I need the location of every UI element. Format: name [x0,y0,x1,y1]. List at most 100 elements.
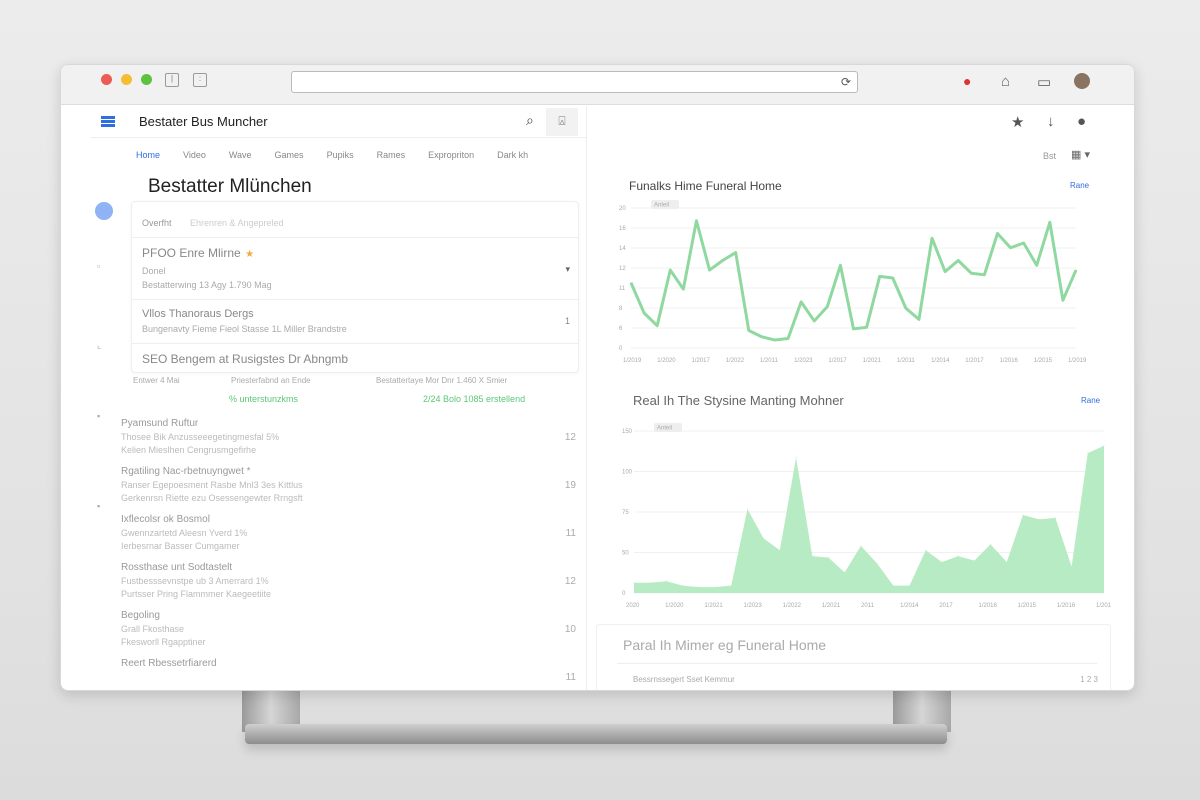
chart-2: Real Ih The Stysine Manting Mohner Rane … [596,381,1111,616]
monitor-screen: | : ⟳ ● ⌂ ▭ Bestater Bus Muncher ⌕ ⍓ ★ ↓… [60,64,1135,691]
hamburger-menu-icon[interactable] [101,116,115,127]
x-tick-label: 1/2017 [965,358,984,364]
tab-games[interactable]: Games [274,150,304,160]
data-point [844,571,846,573]
sidebar-grid-icon[interactable]: ▪ [97,411,101,421]
search-icon[interactable]: ⌕ [526,112,534,128]
tab-pupiks[interactable]: Pupiks [326,150,354,160]
sidebar-globe-icon[interactable] [95,202,113,220]
address-bar[interactable]: ⟳ [291,71,858,93]
data-point [970,272,972,274]
y-tick-label: 75 [622,510,629,516]
tab-wave[interactable]: Wave [228,150,252,160]
account-icon[interactable]: ⍓ [546,108,578,136]
card-row[interactable]: SEO Bengem at Rusigstes Dr Abngmb [132,344,578,374]
list-item-line: Fkesworll Rgapptiner [121,637,206,647]
legend-swatch [651,200,679,209]
data-point [682,585,684,587]
close-window-button[interactable] [101,74,112,85]
legend-swatch [654,423,682,432]
data-point [957,555,959,557]
card-row[interactable]: Vllos Thanoraus Dergs Bungenavty Fieme F… [132,300,578,344]
profile-avatar[interactable] [1074,73,1090,89]
minimize-window-button[interactable] [121,74,132,85]
tabs-overview-icon[interactable]: : [193,73,207,87]
list-item[interactable]: Pyamsund Ruftur Thosee Bik Anzusseeegeti… [121,418,576,466]
list-item[interactable]: Rgatiling Nac-rbetnuyngwet * Ranser Egep… [121,466,576,514]
bank-icon[interactable]: ⌂ [1001,73,1011,90]
data-point [990,543,992,545]
bottom-card-row[interactable]: Bessrnssegert Sset Kemmur [633,675,735,684]
star-icon: ★ [245,249,255,260]
data-point [722,260,724,261]
data-point [918,318,920,320]
data-point [630,282,632,284]
data-point [748,330,750,331]
data-point [665,580,667,582]
x-tick-label: 1/2022 [726,358,745,364]
tab-home[interactable]: Home [136,150,161,160]
row-sub: Bungenavty Fieme Fieol Stasse 1L Miller … [142,324,347,334]
x-tick-label: 1/2016 [1000,358,1019,364]
chart-link[interactable]: Rane [1070,181,1090,190]
data-point [774,339,776,341]
list-item[interactable]: Begoling Grall Fkosthase Fkesworll Rgapp… [121,610,576,658]
list-item[interactable]: Rossthase unt Sodtastelt Fustbesssevnstp… [121,562,576,610]
data-point [1010,247,1012,249]
x-tick-label: 1/2017 [1096,603,1111,609]
data-point [996,232,998,234]
browser-toolbar: | : ⟳ ● ⌂ ▭ [61,65,1134,105]
row-detail: Bestatterwing 13 Agy 1.790 Mag [142,280,272,290]
x-tick-label: 1/2020 [665,603,684,609]
sidebar-toggle-icon[interactable]: | [165,73,179,87]
data-point [714,586,716,588]
star-icon[interactable]: ★ [1011,114,1025,131]
chart-link[interactable]: Rane [1081,396,1101,405]
list-item-count: 11 [565,672,576,683]
data-point [826,306,828,308]
view-label: Bst [1043,151,1057,161]
settings-icon[interactable]: ● [1077,113,1087,130]
sidebar-list-icon[interactable]: ▫ [97,261,101,271]
header-divider [586,106,587,690]
sidebar-doc-icon[interactable]: ▪ [97,501,101,511]
data-point [973,560,975,562]
wallet-icon[interactable]: ▭ [1037,74,1052,91]
x-tick-label: 1/2011 [897,358,916,364]
list-item[interactable]: Reert Rbessetrfiarerd 11 [121,658,576,690]
tab-expropriton[interactable]: Expropriton [428,150,475,160]
app: Bestater Bus Muncher ⌕ ⍓ ★ ↓ ● ▫ ⌞ ▪ ▪ H… [61,106,1134,690]
legend-label: Anteil [654,203,669,209]
x-tick-label: 1/2014 [900,603,919,609]
data-point [669,269,671,271]
list-item-line: Ranser Egepoesment Rasbe Mnl3 3es Kittlu… [121,480,303,490]
data-point [879,275,881,277]
bottom-card: Paral Ih Mimer eg Funeral Home Bessrnsse… [596,624,1111,690]
overview-card: Overfht Ehrenren & Angepreled PFOO Enre … [131,201,579,373]
card-header-label: Overfht [142,218,172,228]
grid-icon[interactable]: ▦ ▾ [1071,149,1090,161]
tab-dark[interactable]: Dark kh [497,150,529,160]
notification-icon[interactable]: ● [963,73,972,89]
bottom-card-meta: 1 2 3 [1080,675,1098,684]
maximize-window-button[interactable] [141,74,152,85]
data-point [1006,561,1008,563]
monitor-stand-base [245,724,947,744]
data-point [795,457,797,459]
list-item[interactable]: Ixflecolsr ok Bosmol Gwennzartetd Aleesn… [121,514,576,562]
list-item-line: Thosee Bik Anzusseeegetingmesfal 5% [121,432,280,442]
y-tick-label: 11 [619,286,626,292]
sidebar-chart-icon[interactable]: ⌞ [97,340,102,350]
refresh-icon[interactable]: ⟳ [840,75,851,89]
chevron-down-icon[interactable]: ▾ [565,264,570,274]
download-icon[interactable]: ↓ [1047,113,1055,130]
tab-rames[interactable]: Rames [376,150,406,160]
card-row[interactable]: PFOO Enre Mlirne ★ Donel Bestatterwing 1… [132,238,578,300]
data-point [787,337,789,339]
list-item-line: Purtsser Pring Flammmer Kaegeetiite [121,589,272,599]
data-point [1022,514,1024,516]
tab-video[interactable]: Video [183,150,206,160]
list-item-title: Rgatiling Nac-rbetnuyngwet * [121,466,251,477]
x-tick-label: 1/2019 [1068,358,1087,364]
